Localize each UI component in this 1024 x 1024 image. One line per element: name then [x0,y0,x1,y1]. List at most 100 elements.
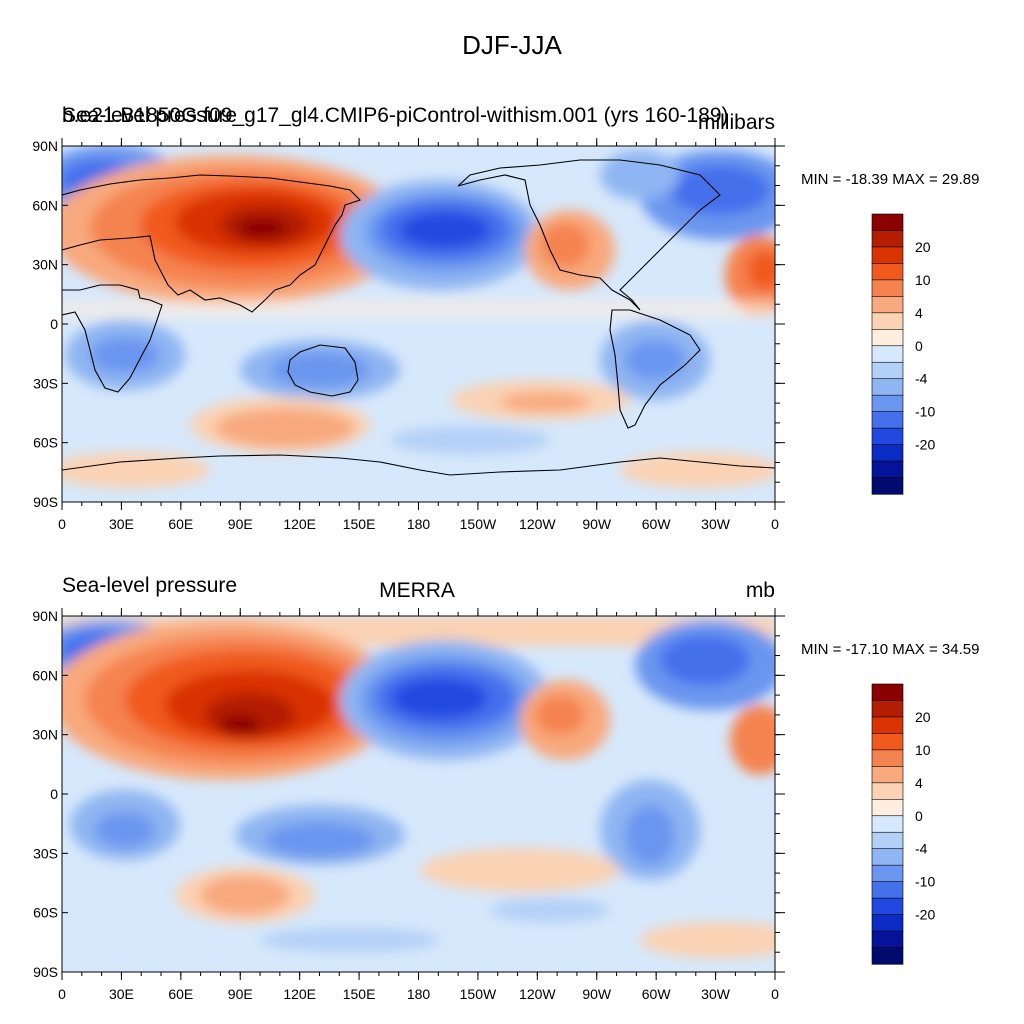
panel-2-dataset-title: MERRA [379,579,455,602]
lon-label: 60E [168,516,193,532]
colorbar-swatch [871,683,904,702]
lon-label: 180 [407,516,431,532]
colorbar-label: -20 [915,437,935,453]
lon-label: 0 [771,516,779,532]
colorbar-label: -10 [915,404,935,420]
colorbar-swatch [871,798,904,817]
lat-label: 60N [32,667,58,683]
lat-label: 30S [33,375,58,391]
colorbar-label: 0 [915,808,923,824]
axis-ticks [61,138,785,980]
lon-label: 60W [642,986,672,1002]
lat-label: 30N [32,727,58,743]
lon-label: 120E [283,516,316,532]
panel-1-pressure-field [62,146,775,502]
lon-label: 0 [771,986,779,1002]
lon-label: 150W [460,516,497,532]
colorbar-label: 10 [915,272,931,288]
colorbar-label: -4 [915,841,928,857]
colorbar-swatch [871,411,904,429]
colorbar-swatch [871,930,904,949]
colorbar-swatch [871,881,904,899]
colorbar-swatch [871,914,904,932]
colorbar-label: 10 [915,742,931,758]
panel-2-pressure-field [62,616,775,972]
panel-1-coastlines [62,159,775,476]
lon-label: 60W [642,516,672,532]
panel-2-min-max: MIN = -17.10 MAX = 34.59 [801,641,980,658]
colorbar-swatch [871,296,904,314]
lat-label: 90S [33,964,58,980]
colorbar-swatch [871,230,904,248]
colorbar-swatch [871,477,904,495]
lon-label: 0 [58,986,66,1002]
lon-label: 150W [460,986,497,1002]
lat-label: 90S [33,494,58,510]
lon-label: 0 [58,516,66,532]
lon-label: 90E [228,986,253,1002]
panel-1-case-title: b.e21.B1850G.f09_g17_gl4.CMIP6-piControl… [62,104,729,127]
lon-label: 150E [343,986,376,1002]
panel-1-units: millibars [697,111,775,134]
panel-1-min-max: MIN = -18.39 MAX = 29.89 [801,171,980,188]
panel-2-units: mb [745,579,775,602]
colorbar-swatch [871,279,904,297]
lon-label: 120W [519,516,556,532]
lon-label: 30E [109,516,134,532]
colorbar-swatch [871,328,904,347]
main-title: DJF-JJA [462,30,562,60]
lat-label: 60N [32,197,58,213]
colorbar-swatch [871,444,904,462]
lat-label: 30S [33,845,58,861]
lon-label: 90E [228,516,253,532]
colorbar-label: 4 [915,305,923,321]
lat-label: 60S [33,905,58,921]
colorbar-swatch [871,246,904,265]
lat-label: 90N [32,608,58,624]
colorbar-swatch [871,394,904,413]
colorbar-swatch [871,831,904,850]
colorbar-swatch [871,749,904,767]
lat-label: 30N [32,257,58,273]
colorbar-swatch [871,815,904,833]
lon-label: 120W [519,986,556,1002]
colorbar-label: -20 [915,907,935,923]
panel-1-variable-title: Sea-level pressure [62,104,238,127]
colorbar-swatch [871,427,904,446]
lon-label: 30W [701,986,731,1002]
colorbar-label: 20 [915,239,931,255]
colorbar-swatch [871,782,904,800]
colorbar-label: 4 [915,775,923,791]
colorbar-label: 0 [915,338,923,354]
colorbar-swatch [871,700,904,718]
colorbar-swatch [871,213,904,232]
colorbar-swatch [871,766,904,784]
colorbar-label: -10 [915,874,935,890]
lon-label: 30W [701,516,731,532]
lon-label: 90W [582,516,612,532]
lat-label: 0 [50,786,58,802]
colorbar-swatch [871,263,904,281]
lat-label: 60S [33,435,58,451]
colorbar-swatch [871,312,904,330]
lon-label: 60E [168,986,193,1002]
colorbar-swatch [871,460,904,479]
lon-label: 30E [109,986,134,1002]
lon-label: 180 [407,986,431,1002]
colorbar-swatch [871,947,904,965]
lon-label: 90W [582,986,612,1002]
colorbars: 20 10 4 0 -4 -10 -20 20 10 4 0 -4 -10 -20 [871,213,935,965]
lat-label: 0 [50,316,58,332]
colorbar-swatch [871,361,904,380]
colorbar-swatch [871,378,904,396]
colorbar-label: 20 [915,709,931,725]
colorbar-swatch [871,897,904,916]
colorbar-swatch [871,848,904,866]
colorbar-swatch [871,864,904,883]
colorbar-swatch [871,345,904,363]
colorbar-swatch [871,716,904,735]
colorbar-swatch [871,733,904,751]
lat-label: 90N [32,138,58,154]
